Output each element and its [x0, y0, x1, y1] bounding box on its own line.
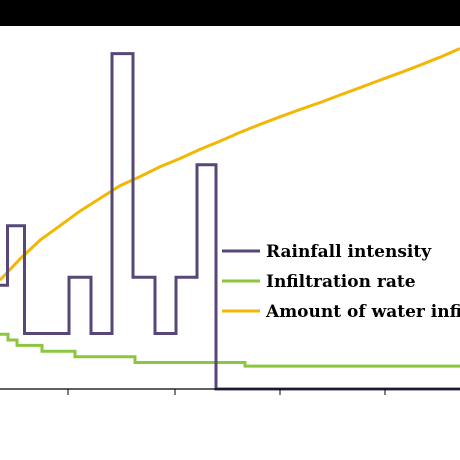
legend-label-infiltration-rate: Infiltration rate — [266, 272, 416, 292]
legend-label-rainfall-intensity: Rainfall intensity — [266, 242, 432, 262]
series-line-amount-of-water-infil — [0, 47, 460, 282]
legend-label-amount-of-water-infil: Amount of water infil — [265, 302, 460, 322]
series-line-rainfall-intensity — [0, 52, 460, 391]
top-black-bar — [0, 0, 460, 26]
series-line-infiltration-rate — [0, 332, 460, 368]
legend: Rainfall intensity Infiltration rate Amo… — [222, 242, 460, 322]
series-layer — [0, 47, 460, 391]
